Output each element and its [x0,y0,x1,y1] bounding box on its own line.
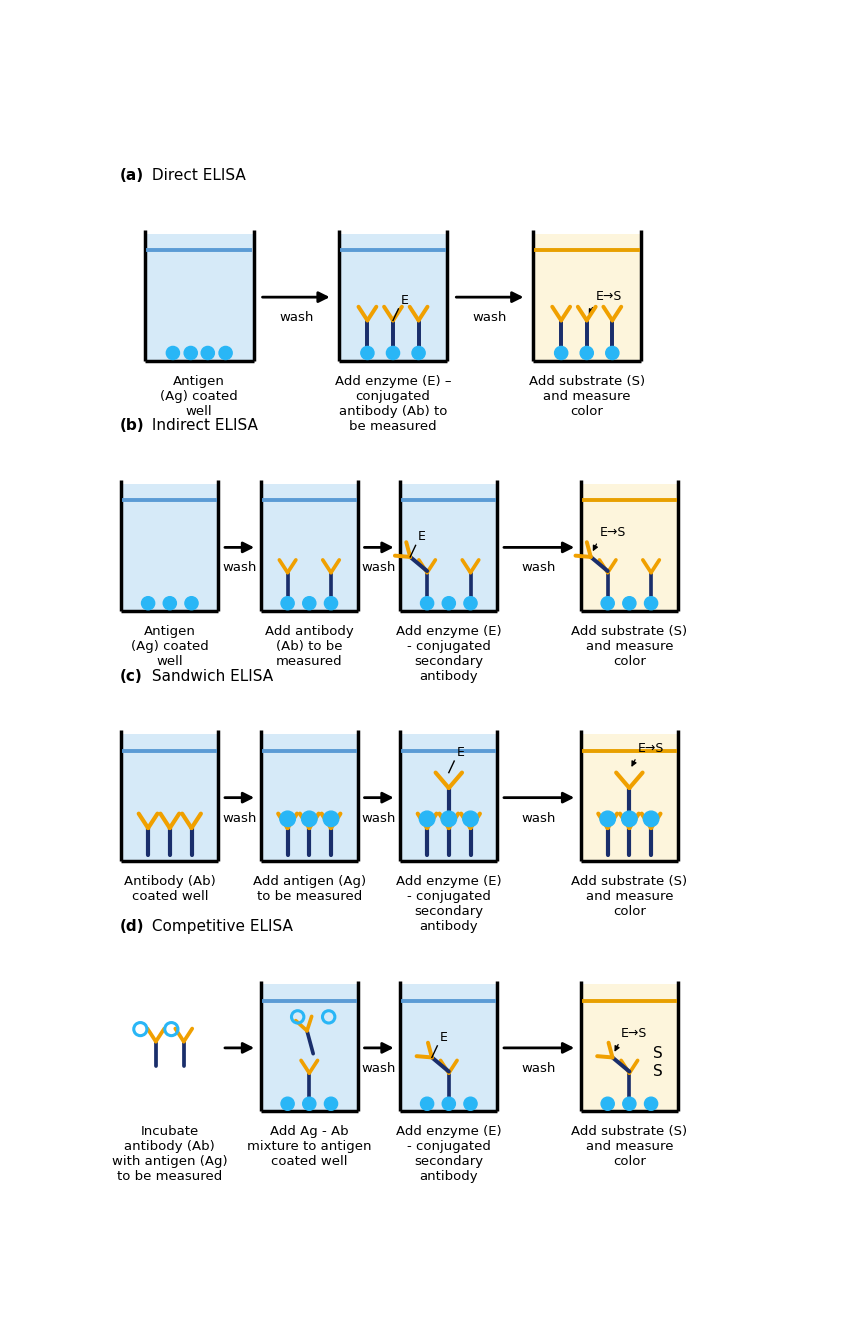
Circle shape [442,597,456,610]
Circle shape [601,1097,615,1110]
Circle shape [323,811,339,826]
Circle shape [581,347,593,360]
Text: Add substrate (S)
and measure
color: Add substrate (S) and measure color [571,1126,688,1168]
Text: S: S [653,1046,662,1061]
Text: wash: wash [223,812,257,825]
Circle shape [303,1097,316,1110]
Circle shape [462,811,479,826]
Circle shape [361,347,374,360]
Text: wash: wash [522,1062,556,1074]
Circle shape [600,811,615,826]
Bar [400,484,497,612]
Text: Add substrate (S)
and measure
color: Add substrate (S) and measure color [529,374,645,418]
Text: E→S: E→S [599,526,626,539]
Circle shape [601,597,615,610]
Bar [581,985,677,1111]
Text: E→S: E→S [638,742,664,755]
Circle shape [464,1097,477,1110]
Circle shape [554,347,568,360]
Text: Add enzyme (E)
- conjugated
secondary
antibody: Add enzyme (E) - conjugated secondary an… [396,625,502,683]
Text: E→S: E→S [595,290,621,303]
Circle shape [419,811,435,826]
Text: E: E [418,530,426,543]
Circle shape [325,1097,337,1110]
Text: S: S [653,1064,662,1079]
Text: E: E [400,294,409,307]
Bar [581,734,677,861]
Circle shape [303,597,316,610]
Circle shape [644,1097,658,1110]
Text: Antibody (Ab)
coated well: Antibody (Ab) coated well [124,875,216,903]
Text: wash: wash [362,561,396,575]
Text: (d): (d) [120,919,145,934]
Text: E→S: E→S [621,1027,648,1040]
Circle shape [623,597,636,610]
Text: wash: wash [223,561,257,575]
Bar [122,484,218,612]
Bar [581,484,677,612]
Bar [532,233,641,361]
Text: Add enzyme (E)
- conjugated
secondary
antibody: Add enzyme (E) - conjugated secondary an… [396,875,502,933]
Circle shape [167,347,179,360]
Circle shape [421,597,434,610]
Circle shape [280,811,295,826]
Text: Incubate
antibody (Ab)
with antigen (Ag)
to be measured: Incubate antibody (Ab) with antigen (Ag)… [112,1126,228,1184]
Text: wash: wash [522,812,556,825]
Bar [400,985,497,1111]
Text: (b): (b) [120,418,145,434]
Circle shape [412,347,425,360]
Text: wash: wash [362,1062,396,1074]
Circle shape [387,347,399,360]
Circle shape [606,347,619,360]
Text: (a): (a) [120,169,145,183]
Text: Add Ag - Ab
mixture to antigen
coated well: Add Ag - Ab mixture to antigen coated we… [247,1126,371,1168]
Text: Competitive ELISA: Competitive ELISA [147,919,293,934]
Text: Antigen
(Ag) coated
well: Antigen (Ag) coated well [131,625,209,668]
Text: E: E [456,746,464,759]
Bar [145,233,253,361]
Text: wash: wash [522,561,556,575]
Text: (c): (c) [120,668,143,684]
Text: Antigen
(Ag) coated
well: Antigen (Ag) coated well [161,374,238,418]
Circle shape [623,1097,636,1110]
Circle shape [325,597,337,610]
Text: E: E [439,1031,447,1044]
Bar [339,233,447,361]
Text: Add antibody
(Ab) to be
measured: Add antibody (Ab) to be measured [265,625,354,668]
Circle shape [644,597,658,610]
Circle shape [281,1097,294,1110]
Text: Direct ELISA: Direct ELISA [147,169,246,183]
Circle shape [201,347,214,360]
Text: Add antigen (Ag)
to be measured: Add antigen (Ag) to be measured [252,875,366,903]
Bar [400,734,497,861]
Circle shape [185,597,198,610]
Circle shape [302,811,317,826]
Text: Sandwich ELISA: Sandwich ELISA [147,668,274,684]
Circle shape [281,597,294,610]
Bar [261,484,358,612]
Text: Add substrate (S)
and measure
color: Add substrate (S) and measure color [571,625,688,668]
Circle shape [141,597,155,610]
Circle shape [464,597,477,610]
Circle shape [441,811,456,826]
Circle shape [163,597,177,610]
Bar [261,985,358,1111]
Circle shape [442,1097,456,1110]
Text: wash: wash [473,311,507,324]
Bar [261,734,358,861]
Text: Add enzyme (E)
- conjugated
secondary
antibody: Add enzyme (E) - conjugated secondary an… [396,1126,502,1184]
Text: wash: wash [279,311,314,324]
Circle shape [421,1097,434,1110]
Circle shape [219,347,232,360]
Text: Indirect ELISA: Indirect ELISA [147,418,258,434]
Circle shape [621,811,638,826]
Circle shape [184,347,197,360]
Text: wash: wash [362,812,396,825]
Text: Add enzyme (E) –
conjugated
antibody (Ab) to
be measured: Add enzyme (E) – conjugated antibody (Ab… [335,374,451,432]
Circle shape [643,811,659,826]
Text: Add substrate (S)
and measure
color: Add substrate (S) and measure color [571,875,688,919]
Bar [122,734,218,861]
